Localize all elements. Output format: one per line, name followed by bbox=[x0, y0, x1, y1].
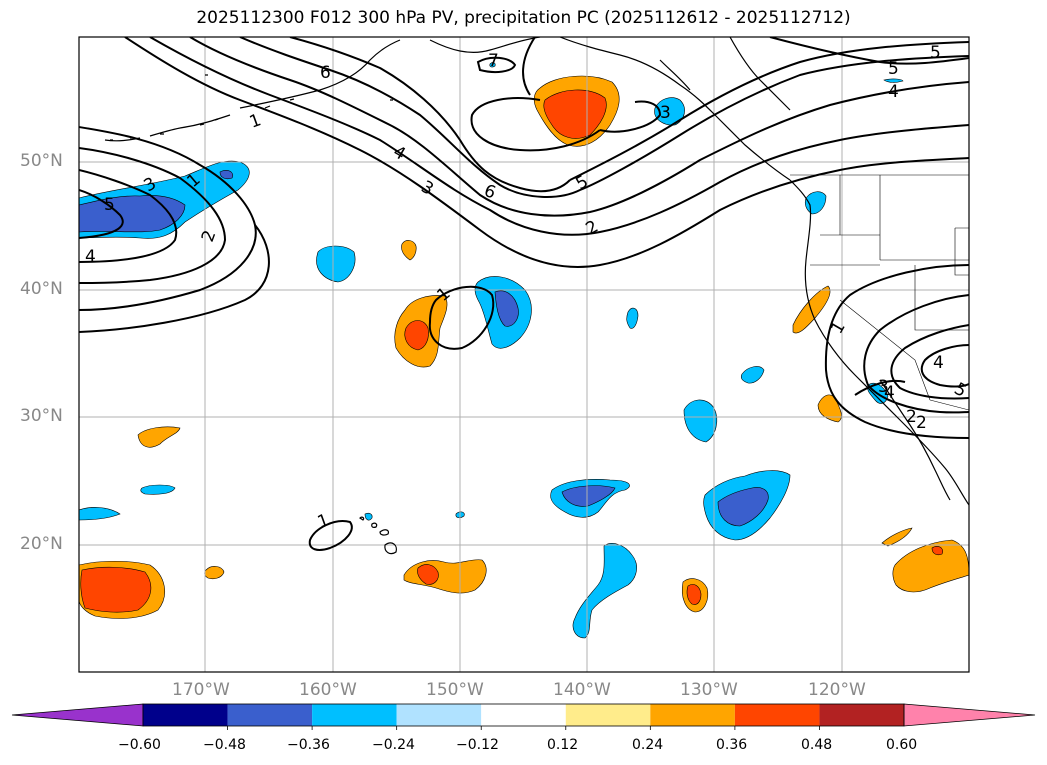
lon-label-170w: 170°W bbox=[172, 680, 230, 700]
pv-contours bbox=[79, 37, 969, 551]
contour-label: 6 bbox=[320, 63, 331, 83]
precip-orange-region bbox=[137, 426, 181, 448]
contour-label: 3 bbox=[878, 377, 889, 397]
contour-label: 4 bbox=[85, 247, 96, 267]
contour-label: 4 bbox=[884, 383, 895, 403]
lon-label-140w: 140°W bbox=[553, 680, 611, 700]
contour-label: 3 bbox=[660, 103, 671, 123]
plot-frame bbox=[78, 36, 970, 673]
precip-red-region bbox=[80, 566, 152, 613]
colorbar-tick-label: −0.12 bbox=[456, 737, 499, 753]
precip-red-region bbox=[686, 584, 702, 605]
precip-royal-region bbox=[219, 170, 233, 180]
gridlines bbox=[79, 37, 969, 672]
contour-label: 5 bbox=[888, 59, 899, 79]
contour-label: 4 bbox=[933, 353, 944, 373]
precip-blue-region bbox=[654, 97, 685, 126]
precip-blue-region bbox=[683, 399, 718, 443]
colorbar-extend-low bbox=[11, 703, 144, 727]
map-title: 2025112300 F012 300 hPa PV, precipitatio… bbox=[196, 8, 851, 28]
colorbar-swatch bbox=[312, 704, 397, 726]
contour-label: 5 bbox=[930, 43, 941, 63]
colorbar-tick-label: 0.12 bbox=[547, 737, 579, 753]
precip-blue-region bbox=[626, 307, 639, 329]
colorbar-tick-label: −0.24 bbox=[372, 737, 415, 753]
precip-royal-region bbox=[561, 485, 616, 507]
precip-royal-region bbox=[717, 487, 769, 527]
lon-label-160w: 160°W bbox=[299, 680, 357, 700]
precip-blue-region bbox=[79, 507, 121, 521]
colorbar-tick-label: −0.60 bbox=[118, 737, 161, 753]
precip-blue-region bbox=[740, 366, 765, 384]
precip-royal-region bbox=[494, 290, 519, 327]
state-borders bbox=[790, 174, 969, 411]
lon-label-130w: 130°W bbox=[680, 680, 738, 700]
precip-blue-region bbox=[140, 484, 176, 495]
contour-label: 5 bbox=[104, 195, 115, 215]
contour-label: 7 bbox=[488, 51, 499, 71]
precip-orange-region bbox=[892, 539, 969, 593]
coastlines bbox=[104, 37, 969, 555]
precip-red-region bbox=[931, 546, 943, 556]
contour-label: 2 bbox=[916, 413, 927, 433]
precip-blue-region bbox=[572, 543, 637, 639]
precip-blue-region bbox=[364, 512, 373, 521]
colorbar-swatch bbox=[481, 704, 566, 726]
colorbar-tick-label: 0.36 bbox=[716, 737, 748, 753]
colorbar-swatch bbox=[227, 704, 313, 726]
colorbar-tick-label: 0.60 bbox=[886, 737, 918, 753]
precip-royal-region bbox=[79, 195, 186, 233]
lat-label-30n: 30°N bbox=[20, 406, 63, 426]
colorbar-tick-label: 0.24 bbox=[632, 737, 664, 753]
colorbar-extend-high bbox=[903, 703, 1036, 727]
precip-blue-region bbox=[316, 245, 356, 283]
colorbar-swatch bbox=[734, 704, 820, 726]
precip-red-region bbox=[404, 320, 429, 351]
colorbar-tick-label: −0.48 bbox=[203, 737, 246, 753]
colorbar-swatch bbox=[396, 704, 482, 726]
colorbar bbox=[11, 703, 1036, 730]
precip-red-region bbox=[417, 564, 439, 585]
contour-label: 4 bbox=[888, 82, 899, 102]
precip-orange-region bbox=[401, 240, 417, 261]
lon-label-120w: 120°W bbox=[808, 680, 866, 700]
lat-label-40n: 40°N bbox=[20, 279, 63, 299]
precip-blue-region bbox=[489, 62, 496, 68]
colorbar-frame bbox=[142, 703, 905, 727]
precip-orange-region bbox=[881, 527, 913, 547]
lat-label-20n: 20°N bbox=[20, 534, 63, 554]
colorbar-swatch bbox=[819, 704, 904, 726]
colorbar-tick-label: 0.48 bbox=[801, 737, 833, 753]
colorbar-swatch bbox=[143, 704, 228, 726]
precip-red-region bbox=[543, 89, 607, 139]
lon-label-150w: 150°W bbox=[426, 680, 484, 700]
colorbar-tick-label: −0.36 bbox=[287, 737, 330, 753]
colorbar-swatch bbox=[565, 704, 651, 726]
colorbar-swatch bbox=[650, 704, 735, 726]
precip-blue-region bbox=[883, 78, 904, 83]
lat-label-50n: 50°N bbox=[20, 151, 63, 171]
plot-area bbox=[79, 37, 969, 672]
contour-label: 2 bbox=[906, 407, 917, 427]
